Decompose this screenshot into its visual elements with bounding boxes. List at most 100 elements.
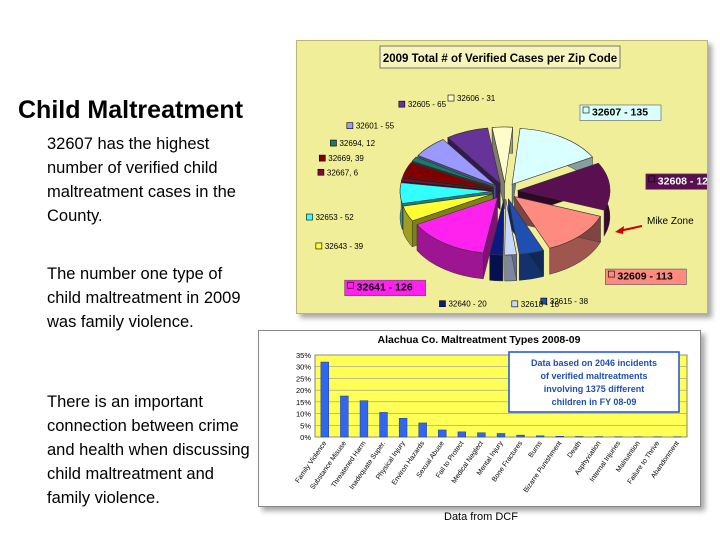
- pie-label-text-32694: 32694, 12: [339, 139, 375, 148]
- pie-label-text-32615: 32615 - 38: [550, 297, 589, 306]
- pie-slice-32608: [516, 162, 611, 211]
- pie-legend-swatch-32605: [398, 100, 406, 108]
- pie-legend-swatch-32606: [447, 94, 455, 102]
- bar-label-burns: Burns: [528, 440, 545, 459]
- paragraph-connection: There is an important connection between…: [47, 393, 250, 507]
- pie-label-text-32643: 32643 - 39: [325, 242, 364, 251]
- pie-label-32669: 32669, 39: [318, 154, 364, 163]
- pie-legend-swatch-32640: [439, 300, 446, 307]
- pie-label-32694: 32694, 12: [330, 139, 376, 148]
- pie-legend-swatch-32618: [511, 300, 519, 308]
- bar-ytick-5: 25%: [296, 374, 311, 383]
- pie-label-32667: 32667, 6: [317, 168, 359, 177]
- pie-legend-swatch-32694: [330, 139, 337, 147]
- bar-ytick-3: 15%: [296, 398, 311, 407]
- bar-bone-fractures: [516, 434, 525, 438]
- pie-slice-32615: [507, 198, 545, 255]
- pie-legend-swatch-32609: [608, 270, 615, 278]
- pie-label-32605: 32605 - 65: [398, 100, 447, 109]
- pie-slice-32643: [402, 193, 493, 222]
- bar-sexual-abuse: [438, 429, 447, 438]
- pie-label-32606: 32606 - 31: [447, 94, 496, 103]
- pie-label-32653: 32653 - 52: [306, 213, 354, 222]
- pie-label-box-32609: [605, 268, 687, 285]
- pie-label-box-32607: [579, 104, 662, 121]
- bar-annotation-box: [508, 351, 680, 413]
- pie-label-box-32641: [344, 279, 426, 296]
- pie-label-32618: 32618 - 18: [511, 300, 560, 309]
- bar-burns: [535, 435, 545, 438]
- bar-label-substance-misuse: Substance Misuse: [309, 440, 348, 491]
- paragraph-top-type: The number one type of child maltreatmen…: [47, 265, 241, 331]
- pie-label-text-32609: 32609 - 113: [617, 271, 673, 283]
- pie-label-text-32669: 32669, 39: [328, 154, 364, 163]
- bar-environ-hazards: [418, 422, 427, 438]
- pie-slice-32667: [400, 178, 493, 190]
- pie-label-32641: 32641 - 126: [344, 279, 426, 296]
- bar-medical-neglect: [477, 432, 486, 438]
- pie-label-text-32618: 32618 - 18: [521, 300, 560, 309]
- pie-label-32607: 32607 - 135: [579, 104, 662, 121]
- pie-label-32608: 32608 - 120: [645, 173, 720, 190]
- bar-label-death: Death: [567, 440, 584, 459]
- bar-annotation-line-0: Data based on 2046 incidents: [531, 358, 657, 368]
- pie-label-text-32608: 32608 - 120: [658, 175, 707, 187]
- pie-slice-32653: [399, 182, 493, 204]
- pie-slice-32640: [489, 198, 505, 256]
- bar-bizarre-punishment: [555, 436, 564, 438]
- bar-annotation-line-3: children in FY 08-09: [552, 397, 637, 407]
- pie-chart-panel: 2009 Total # of Verified Cases per Zip C…: [296, 40, 720, 314]
- bar-ytick-2: 10%: [296, 410, 311, 419]
- pie-label-32643: 32643 - 39: [315, 242, 364, 251]
- pie-legend-swatch-32607: [582, 106, 590, 114]
- pie-legend-swatch-32669: [318, 154, 326, 162]
- bar-family-violence: [320, 361, 329, 438]
- pie-label-32601: 32601 - 55: [346, 122, 395, 131]
- slide-title: Child Maltreatment: [18, 96, 244, 124]
- pie-label-32615: 32615 - 38: [540, 297, 589, 306]
- bar-chart-title: Alachua Co. Maltreatment Types 2008-09: [378, 334, 581, 346]
- bar-ytick-1: 5%: [300, 421, 311, 430]
- pie-slice-32601: [417, 139, 496, 186]
- pie-label-32609: 32609 - 113: [605, 268, 687, 285]
- pie-label-text-32667: 32667, 6: [327, 168, 359, 177]
- maltreatment-types-bar-chart: Alachua Co. Maltreatment Types 2008-09 0…: [294, 334, 688, 494]
- pie-legend-swatch-32641: [347, 281, 354, 289]
- pie-legend-swatch-32615: [540, 297, 548, 305]
- mike-zone-arrowhead: [615, 226, 624, 234]
- bar-annotation-line-2: involving 1375 different: [544, 384, 645, 394]
- pie-slice-32694: [411, 156, 494, 188]
- bar-ytick-0: 0%: [300, 433, 311, 442]
- data-source: Data from DCF: [444, 511, 518, 523]
- pie-label-text-32601: 32601 - 55: [356, 122, 395, 131]
- pie-label-text-32640: 32640 - 20: [448, 300, 487, 309]
- pie-label-text-32607: 32607 - 135: [592, 106, 648, 118]
- pie-legend-swatch-32667: [317, 168, 325, 176]
- bar-threatened-harm: [359, 400, 369, 438]
- bar-physical-injury: [398, 418, 408, 438]
- pie-chart-title: 2009 Total # of Verified Cases per Zip C…: [383, 53, 617, 65]
- bar-substance-misuse: [340, 395, 349, 438]
- pie-legend-swatch-32601: [346, 122, 354, 129]
- pie-label-32640: 32640 - 20: [439, 300, 487, 309]
- pie-label-text-32606: 32606 - 31: [457, 94, 496, 103]
- pie-slice-32641: [416, 197, 498, 254]
- bar-inadequate-super: [379, 412, 388, 438]
- bar-mental-injury: [496, 433, 506, 438]
- pie-label-text-32641: 32641 - 126: [357, 282, 413, 294]
- bar-fail-to-protect: [457, 431, 467, 438]
- pie-label-box-32608: [645, 173, 720, 190]
- pie-legend-swatch-32653: [306, 213, 313, 221]
- bar-annotation-line-1: of verified maltreatments: [540, 371, 647, 381]
- pie-legend-swatch-32643: [315, 242, 323, 250]
- pie-legend-swatch-32608: [648, 175, 656, 183]
- pie-slice-32669: [402, 162, 493, 189]
- mike-zone-label: Mike Zone: [647, 216, 694, 227]
- pie-slice-32606: [491, 126, 514, 184]
- bar-ytick-7: 35%: [296, 351, 311, 360]
- pie-title-box: [379, 45, 621, 69]
- pie-slice-32609: [513, 196, 601, 249]
- pie-label-text-32653: 32653 - 52: [315, 213, 354, 222]
- paragraph-highest-zip: 32607 has the highest number of verified…: [47, 135, 236, 225]
- bar-label-bizarre-punishment: Bizarre Punishment: [523, 440, 564, 494]
